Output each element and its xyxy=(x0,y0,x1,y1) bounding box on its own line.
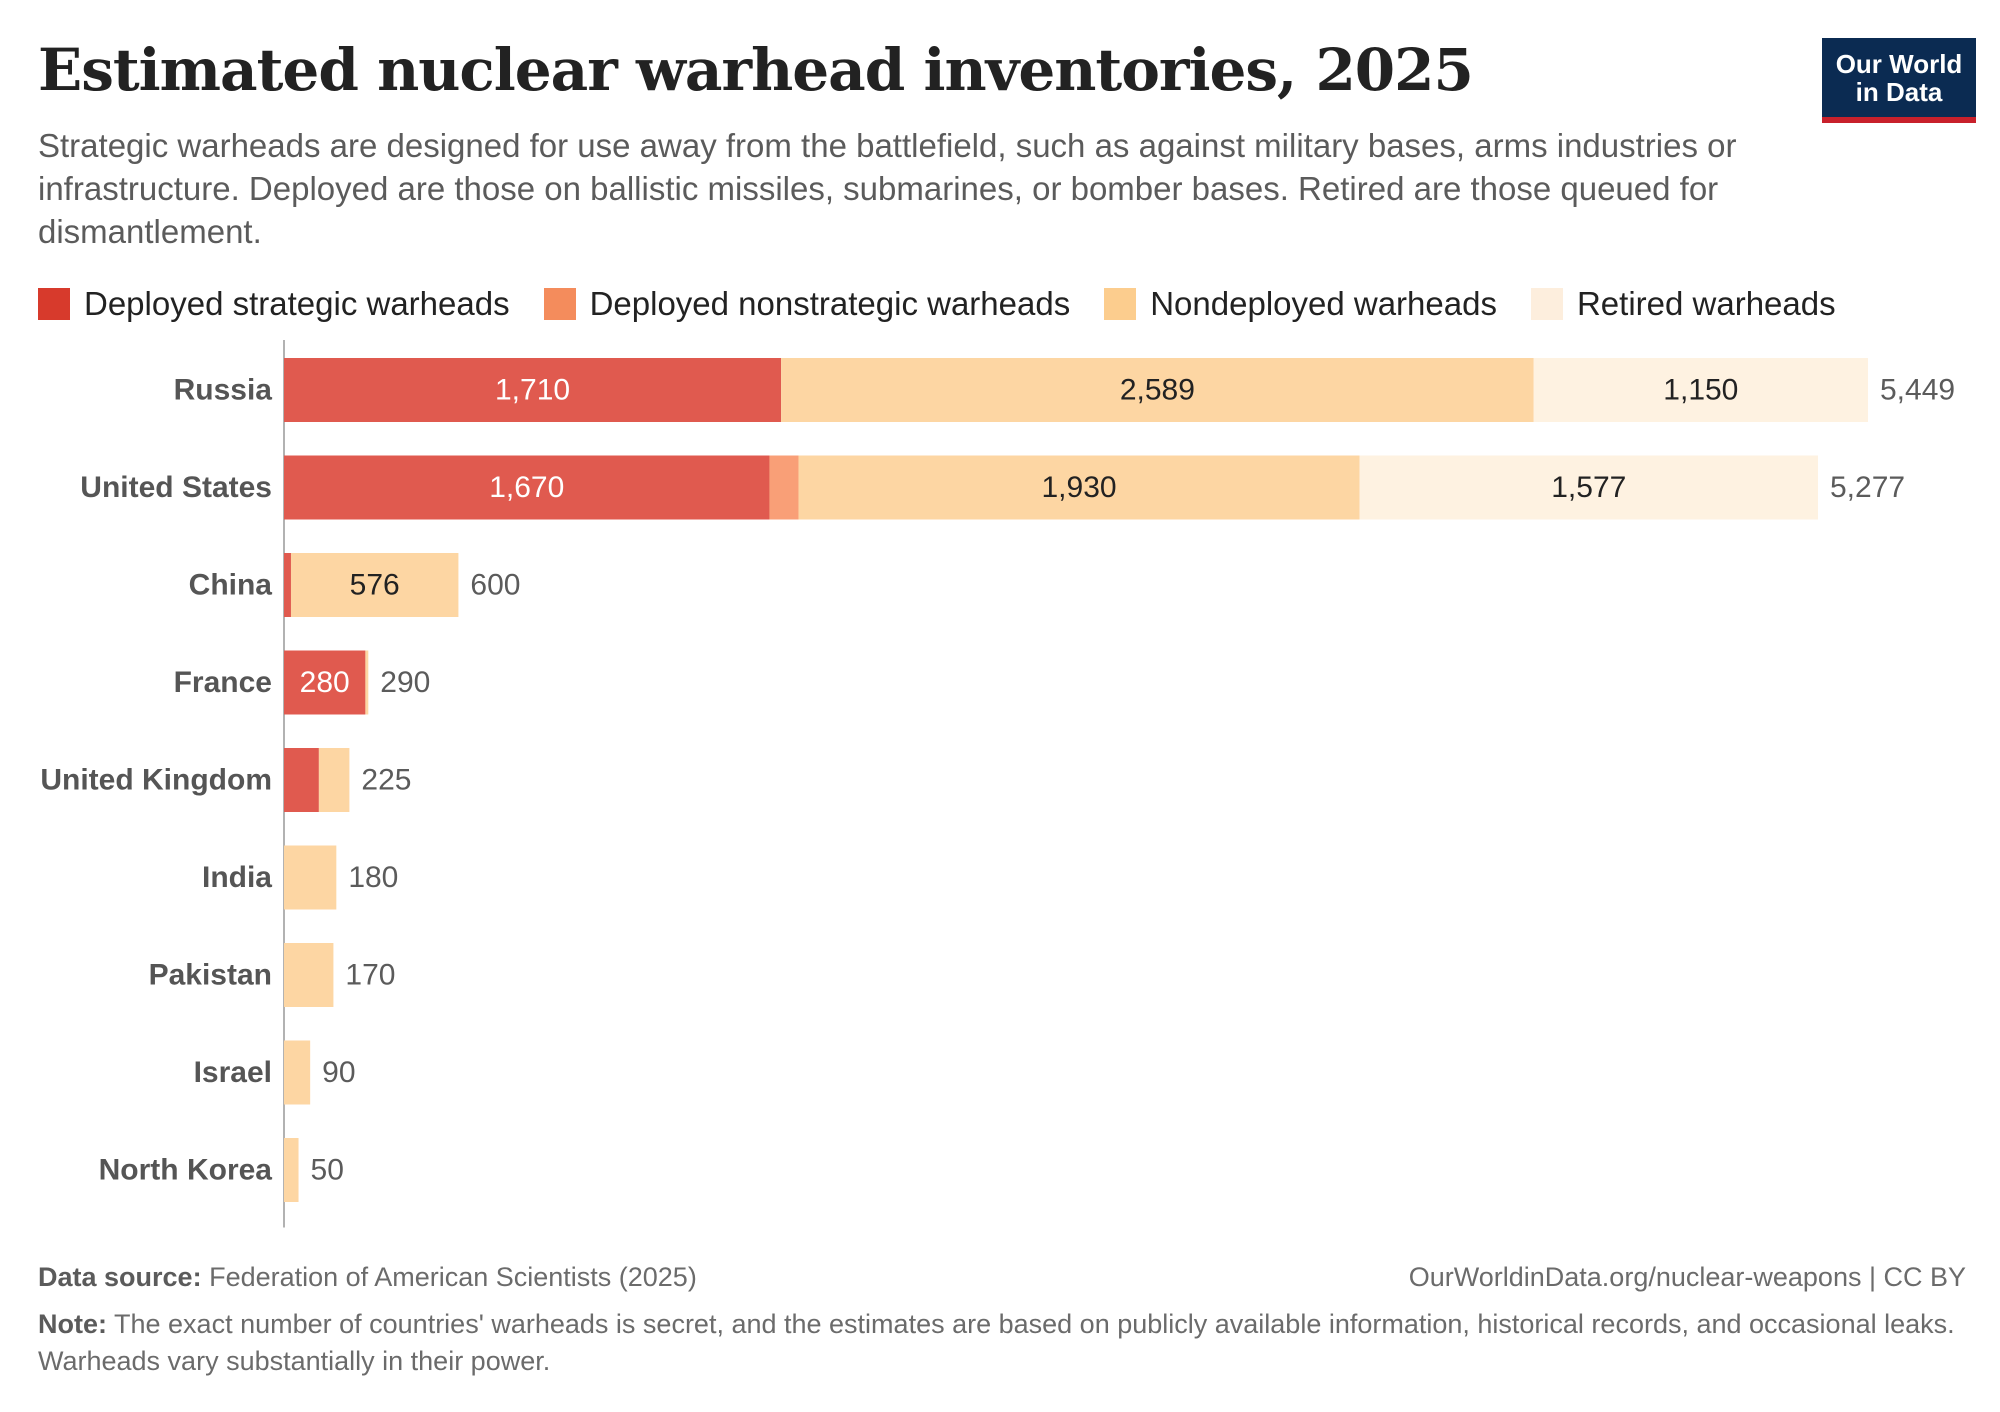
data-source-label: Data source: xyxy=(38,1262,202,1292)
legend-item-deployed-nonstrategic[interactable]: Deployed nonstrategic warheads xyxy=(543,285,1071,323)
bar-segment xyxy=(365,650,369,715)
category-label: United States xyxy=(80,471,272,504)
data-source-text: Federation of American Scientists (2025) xyxy=(209,1262,697,1292)
legend: Deployed strategic warheads Deployed non… xyxy=(38,282,1870,326)
logo-line-2: in Data xyxy=(1855,76,1943,107)
category-label: Pakistan xyxy=(149,959,272,992)
bar-segment xyxy=(284,553,291,617)
source-url-link[interactable]: OurWorldinData.org/nuclear-weapons | CC … xyxy=(1408,1262,1966,1292)
total-value-label: 225 xyxy=(361,764,411,797)
legend-item-deployed-strategic[interactable]: Deployed strategic warheads xyxy=(38,285,510,323)
owid-logo[interactable]: Our World in Data xyxy=(1822,38,1976,123)
total-value-label: 290 xyxy=(380,666,430,699)
bar-segment xyxy=(284,748,319,812)
legend-label: Retired warheads xyxy=(1576,285,1836,322)
category-label: Russia xyxy=(174,374,273,407)
bar-segment xyxy=(290,553,459,617)
bar-segment xyxy=(798,455,1360,520)
chart-subtitle: Strategic warheads are designed for use … xyxy=(38,127,1737,250)
bar-segment xyxy=(284,358,782,422)
segment-value-label: 1,710 xyxy=(495,374,570,407)
bar-segment xyxy=(284,1040,311,1105)
segment-value-label: 576 xyxy=(350,569,400,602)
category-label: North Korea xyxy=(99,1154,273,1187)
legend-swatch xyxy=(543,288,576,320)
segment-value-label: 1,577 xyxy=(1551,471,1626,504)
note-text: The exact number of countries' warheads … xyxy=(38,1309,1955,1376)
category-label: Israel xyxy=(194,1056,272,1089)
bar-segment xyxy=(781,358,1534,422)
segment-value-label: 1,930 xyxy=(1042,471,1117,504)
bar-segment xyxy=(1533,358,1868,422)
category-label: France xyxy=(174,666,272,699)
legend-label: Deployed strategic warheads xyxy=(84,285,510,322)
legend-swatch xyxy=(38,288,70,320)
bar-segment xyxy=(318,748,350,812)
chart-title: Estimated nuclear warhead inventories, 2… xyxy=(38,36,1474,104)
bar-segment xyxy=(284,943,334,1007)
bar-segment xyxy=(284,845,337,910)
chart-note: Note: The exact number of countries' war… xyxy=(38,1306,1958,1380)
category-label: China xyxy=(189,569,273,602)
total-value-label: 170 xyxy=(345,959,395,992)
bar-segment xyxy=(284,650,366,715)
total-value-label: 5,449 xyxy=(1880,374,1955,407)
legend-swatch xyxy=(1530,288,1563,320)
category-label: United Kingdom xyxy=(40,764,272,797)
segment-value-label: 2,589 xyxy=(1120,374,1195,407)
data-source: Data source: Federation of American Scie… xyxy=(38,1262,697,1293)
bar-chart: Russia 1,710 2,589 1,150 5,449 United States 1… xyxy=(40,340,1955,1228)
legend-label: Deployed nonstrategic warheads xyxy=(589,285,1071,322)
note-label: Note: xyxy=(38,1309,107,1339)
logo-line-1: Our World xyxy=(1835,48,1963,79)
bar-segment xyxy=(284,1138,299,1202)
total-value-label: 180 xyxy=(348,861,398,894)
legend-swatch xyxy=(1104,288,1137,320)
legend-item-nondeployed[interactable]: Nondeployed warheads xyxy=(1104,285,1497,323)
segment-value-label: 1,150 xyxy=(1663,374,1738,407)
segment-value-label: 280 xyxy=(300,666,350,699)
total-value-label: 5,277 xyxy=(1830,471,1905,504)
total-value-label: 600 xyxy=(470,569,520,602)
legend-label: Nondeployed warheads xyxy=(1150,285,1497,322)
segment-value-label: 1,670 xyxy=(489,471,564,504)
legend-item-retired[interactable]: Retired warheads xyxy=(1530,285,1836,323)
total-value-label: 90 xyxy=(322,1056,355,1089)
total-value-label: 50 xyxy=(311,1154,344,1187)
category-label: India xyxy=(202,861,272,894)
bar-segment xyxy=(1359,455,1819,520)
bar-segment xyxy=(769,455,799,520)
bar-segment xyxy=(284,455,770,520)
